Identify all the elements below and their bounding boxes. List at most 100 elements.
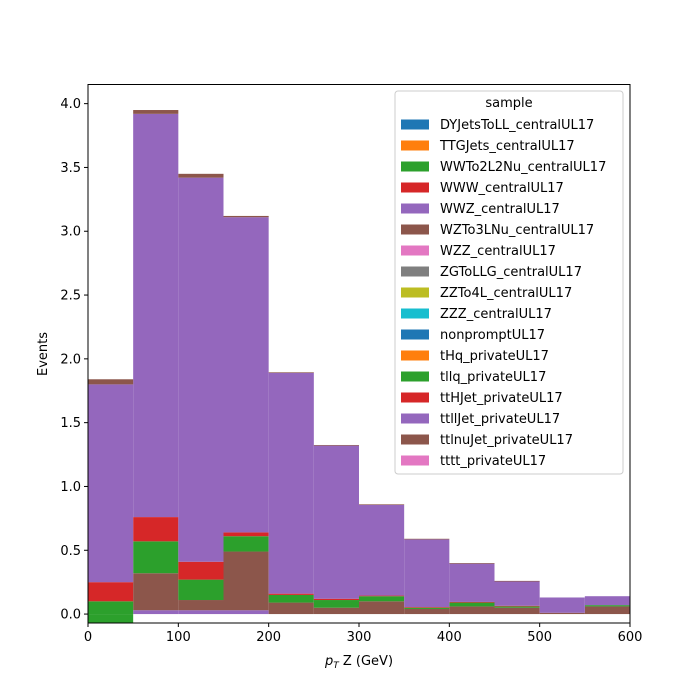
legend-swatch: [401, 224, 429, 235]
legend-swatch: [401, 329, 429, 340]
bar-ttllJet_privateUL17-bin-4: [268, 372, 314, 594]
legend: sample DYJetsToLL_centralUL17 TTGJets_cen…: [394, 90, 624, 475]
y-tick-label: 4.0: [60, 97, 81, 112]
bar-tllq_privateUL17-bin-3: [223, 536, 269, 552]
legend-label: ttlnuJet_privateUL17: [440, 433, 573, 448]
y-axis-label: Events: [36, 332, 51, 376]
bar-WZTo3LNu_centralUL17-bin-6: [359, 601, 405, 615]
bar-ttllJet_privateUL17-bin-7: [404, 539, 450, 608]
legend-swatch: [401, 350, 429, 361]
bar-ttlnuJet_privateUL17-bin-2: [178, 173, 224, 178]
legend-label: tllq_privateUL17: [440, 370, 546, 385]
legend-label: WZZ_centralUL17: [440, 244, 556, 259]
bar-ttlnuJet_privateUL17-bin-9: [494, 580, 540, 582]
y-tick-label: 2.0: [60, 352, 81, 367]
bar-ttHJet_privateUL17-bin-3: [223, 532, 269, 537]
bar-tllq_privateUL17-bin-8: [449, 602, 495, 607]
y-tick-label: 3.0: [60, 225, 81, 240]
bar-tllq_privateUL17-bin-1: [133, 541, 179, 574]
x-axis-label-main: p: [324, 654, 333, 669]
bar-WZTo3LNu_centralUL17-bin-5: [313, 607, 359, 615]
bar-ttlnuJet_privateUL17-bin-0: [88, 379, 134, 385]
bar-WZTo3LNu_centralUL17-bin-11: [584, 606, 630, 615]
legend-swatch: [401, 413, 429, 424]
bar-tllq_privateUL17-bin-5: [313, 600, 359, 608]
bar-WZTo3LNu_centralUL17-bin-10: [539, 612, 585, 615]
legend-swatch: [401, 161, 429, 172]
bar-ttHJet_privateUL17-bin-6: [359, 595, 405, 597]
legend-title: sample: [485, 96, 532, 111]
legend-frame: [394, 90, 624, 475]
bar-tllq_privateUL17-bin-7: [404, 607, 450, 609]
legend-label: WWTo2L2Nu_centralUL17: [440, 160, 606, 175]
bar-ttHJet_privateUL17-bin-9: [494, 605, 540, 607]
legend-label: ZZZ_centralUL17: [440, 307, 552, 322]
bar-ttllJet_privateUL17-bin-0: [88, 384, 134, 583]
x-tick-label: 500: [527, 630, 552, 645]
legend-swatch: [401, 182, 429, 193]
bar-WZTo3LNu_centralUL17-bin-2: [178, 600, 224, 611]
bar-WZTo3LNu_centralUL17-bin-9: [494, 607, 540, 615]
bar-WWZ_centralUL17-bin-3: [223, 610, 269, 615]
bar-ttllJet_privateUL17-bin-6: [359, 504, 405, 596]
bar-WWZ_centralUL17-bin-2: [178, 610, 224, 615]
bar-tllq_privateUL17-bin-9: [494, 606, 540, 608]
bar-ttlnuJet_privateUL17-bin-4: [268, 372, 314, 373]
bar-tllq_privateUL17-bin-6: [359, 596, 405, 602]
x-axis-label-subscript: T: [333, 661, 340, 671]
x-axis: 0 100 200 300 400 500 600: [84, 623, 642, 645]
bar-ttllJet_privateUL17-bin-8: [449, 563, 495, 602]
y-tick-label: 1.5: [60, 416, 81, 431]
bar-WZTo3LNu_centralUL17-bin-3: [223, 551, 269, 611]
y-tick-label: 3.5: [60, 161, 81, 176]
bar-ttllJet_privateUL17-bin-5: [313, 445, 359, 599]
x-tick-label: 400: [437, 630, 462, 645]
legend-label: ttllJet_privateUL17: [440, 412, 560, 427]
y-tick-label: 0.0: [60, 608, 81, 623]
legend-label: nonpromptUL17: [440, 328, 545, 343]
legend-label: WZTo3LNu_centralUL17: [440, 223, 594, 238]
bar-ttHJet_privateUL17-bin-4: [268, 593, 314, 595]
legend-swatch: [401, 140, 429, 151]
x-tick-label: 300: [347, 630, 372, 645]
bar-tllq_privateUL17-bin-0: [88, 601, 134, 615]
bar-ttHJet_privateUL17-bin-8: [449, 601, 495, 603]
bar-WZTo3LNu_centralUL17-bin-4: [268, 602, 314, 615]
bar-WZTo3LNu_centralUL17-bin-1: [133, 573, 179, 611]
x-tick-label: 0: [84, 630, 92, 645]
legend-entries: DYJetsToLL_centralUL17 TTGJets_centralUL1…: [401, 118, 606, 469]
bar-WWZ_centralUL17-bin-1: [133, 610, 179, 615]
bar-ttHJet_privateUL17-bin-5: [313, 598, 359, 601]
legend-label: DYJetsToLL_centralUL17: [440, 118, 594, 133]
bar-ttllJet_privateUL17-bin-9: [494, 581, 540, 606]
y-tick-label: 2.5: [60, 289, 81, 304]
bar-ttlnuJet_privateUL17-bin-1: [133, 110, 179, 114]
legend-swatch: [401, 287, 429, 298]
legend-label: tttt_privateUL17: [440, 454, 546, 469]
legend-label: WWZ_centralUL17: [440, 202, 560, 217]
legend-label: TTGJets_centralUL17: [439, 139, 575, 154]
y-tick-label: 1.0: [60, 480, 81, 495]
legend-swatch: [401, 266, 429, 277]
y-tick-label: 0.5: [60, 544, 81, 559]
bar-ttllJet_privateUL17-bin-2: [178, 177, 224, 562]
bar-WZTo3LNu_centralUL17-bin-7: [404, 608, 450, 615]
x-tick-label: 100: [166, 630, 191, 645]
legend-swatch: [401, 203, 429, 214]
bar-ttHJet_privateUL17-bin-0: [88, 582, 134, 602]
legend-label: WWW_centralUL17: [440, 181, 564, 196]
bar-ttllJet_privateUL17-bin-11: [584, 596, 630, 606]
bar-tllq_privateUL17-bin-4: [268, 594, 314, 603]
x-axis-label: pT Z (GeV): [324, 654, 393, 671]
legend-swatch: [401, 245, 429, 256]
legend-swatch: [401, 392, 429, 403]
bar-ttlnuJet_privateUL17-bin-8: [449, 563, 495, 564]
bar-ttHJet_privateUL17-bin-7: [404, 607, 450, 608]
bar-ttlnuJet_privateUL17-bin-5: [313, 444, 359, 446]
legend-swatch: [401, 455, 429, 466]
legend-swatch: [401, 308, 429, 319]
legend-label: ZGToLLG_centralUL17: [440, 265, 582, 280]
x-axis-label-rest: Z (GeV): [339, 654, 393, 669]
bar-ttHJet_privateUL17-bin-1: [133, 517, 179, 542]
legend-swatch: [401, 119, 429, 130]
